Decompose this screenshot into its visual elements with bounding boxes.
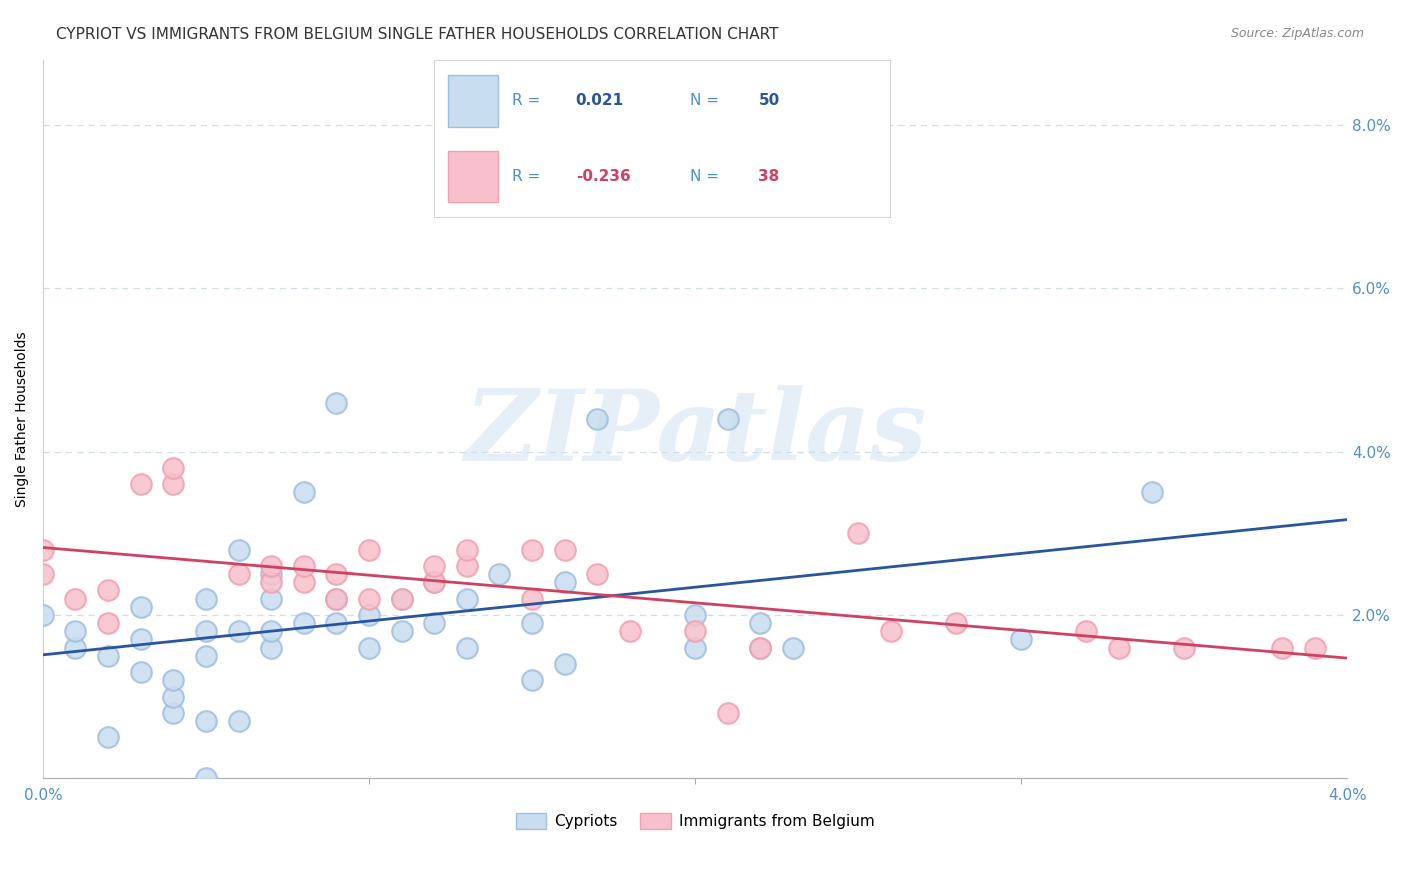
Point xyxy=(749,640,772,655)
Point xyxy=(97,583,120,598)
Text: ZIPatlas: ZIPatlas xyxy=(464,385,927,482)
Point xyxy=(292,558,315,573)
Point xyxy=(32,607,55,622)
Point xyxy=(945,616,967,631)
Point xyxy=(456,542,478,557)
Point xyxy=(357,591,380,606)
Point xyxy=(292,575,315,590)
Point xyxy=(325,567,347,582)
Point xyxy=(423,616,446,631)
Point xyxy=(846,526,869,541)
Point xyxy=(97,648,120,663)
Point xyxy=(65,640,87,655)
Point xyxy=(129,477,152,491)
Point xyxy=(325,616,347,631)
Point xyxy=(391,591,413,606)
Point xyxy=(292,616,315,631)
Point xyxy=(586,412,609,426)
Point xyxy=(554,542,576,557)
Point xyxy=(65,591,87,606)
Point xyxy=(129,665,152,679)
Point xyxy=(717,412,740,426)
Point xyxy=(260,624,283,639)
Point xyxy=(357,607,380,622)
Point xyxy=(32,567,55,582)
Point xyxy=(520,616,543,631)
Text: CYPRIOT VS IMMIGRANTS FROM BELGIUM SINGLE FATHER HOUSEHOLDS CORRELATION CHART: CYPRIOT VS IMMIGRANTS FROM BELGIUM SINGL… xyxy=(56,27,779,42)
Point xyxy=(260,575,283,590)
Point xyxy=(1140,485,1163,500)
Point xyxy=(1108,640,1130,655)
Point xyxy=(228,567,250,582)
Point xyxy=(129,632,152,647)
Point xyxy=(586,567,609,582)
Point xyxy=(194,714,217,728)
Point xyxy=(260,591,283,606)
Point xyxy=(1010,632,1032,647)
Point xyxy=(97,616,120,631)
Point xyxy=(520,673,543,688)
Point xyxy=(488,567,510,582)
Point xyxy=(391,624,413,639)
Point xyxy=(162,690,184,704)
Point xyxy=(683,607,706,622)
Point xyxy=(32,542,55,557)
Point xyxy=(520,591,543,606)
Text: Source: ZipAtlas.com: Source: ZipAtlas.com xyxy=(1230,27,1364,40)
Point xyxy=(423,558,446,573)
Point xyxy=(194,591,217,606)
Point xyxy=(357,640,380,655)
Point xyxy=(749,616,772,631)
Legend: Cypriots, Immigrants from Belgium: Cypriots, Immigrants from Belgium xyxy=(510,807,880,835)
Point xyxy=(162,673,184,688)
Point xyxy=(880,624,903,639)
Point xyxy=(520,542,543,557)
Point xyxy=(65,624,87,639)
Point xyxy=(554,657,576,671)
Point xyxy=(260,567,283,582)
Point xyxy=(129,599,152,614)
Point xyxy=(162,706,184,720)
Point xyxy=(194,648,217,663)
Point xyxy=(749,640,772,655)
Point xyxy=(456,558,478,573)
Point xyxy=(683,640,706,655)
Point xyxy=(325,395,347,409)
Point xyxy=(423,575,446,590)
Point xyxy=(228,542,250,557)
Point xyxy=(1271,640,1294,655)
Point xyxy=(423,575,446,590)
Point xyxy=(717,706,740,720)
Point xyxy=(456,591,478,606)
Point xyxy=(619,624,641,639)
Point xyxy=(456,640,478,655)
Point xyxy=(782,640,804,655)
Point xyxy=(260,640,283,655)
Point xyxy=(228,624,250,639)
Point xyxy=(1173,640,1195,655)
Point xyxy=(683,624,706,639)
Point xyxy=(97,731,120,745)
Point xyxy=(228,714,250,728)
Point xyxy=(162,477,184,491)
Point xyxy=(260,558,283,573)
Point xyxy=(292,485,315,500)
Point xyxy=(194,771,217,785)
Point xyxy=(325,591,347,606)
Point xyxy=(194,624,217,639)
Y-axis label: Single Father Households: Single Father Households xyxy=(15,331,30,507)
Point xyxy=(391,591,413,606)
Point xyxy=(554,575,576,590)
Point xyxy=(357,542,380,557)
Point xyxy=(162,461,184,475)
Point xyxy=(1303,640,1326,655)
Point xyxy=(1076,624,1098,639)
Point xyxy=(325,591,347,606)
